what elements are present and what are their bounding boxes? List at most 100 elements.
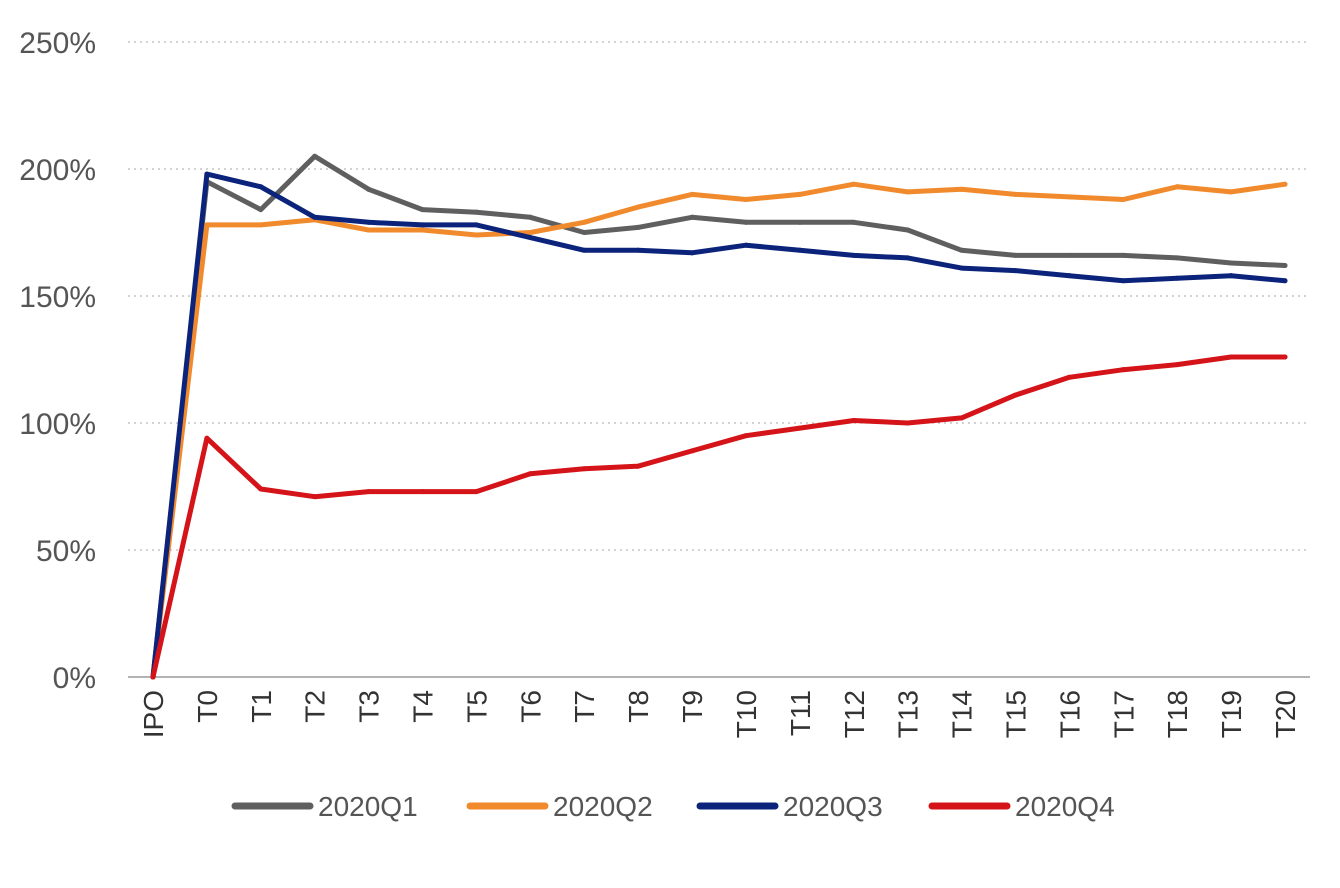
legend-label: 2020Q2	[553, 791, 653, 822]
x-tick-label: T12	[839, 690, 870, 738]
data-point	[473, 222, 479, 228]
data-point	[797, 219, 803, 225]
data-point	[1120, 278, 1126, 284]
legend-item: 2020Q2	[466, 791, 653, 822]
data-point	[1282, 278, 1288, 284]
data-point	[689, 250, 695, 256]
data-point	[527, 230, 533, 235]
data-point	[581, 230, 587, 235]
data-point	[204, 222, 210, 228]
data-point	[420, 227, 426, 233]
series-line-2020q3	[150, 171, 1288, 680]
data-point	[1228, 273, 1234, 279]
x-tick-label: T3	[354, 690, 385, 723]
data-point	[905, 420, 911, 426]
x-tick-label: T1	[246, 690, 277, 723]
data-point	[1066, 273, 1072, 279]
data-point	[1120, 367, 1126, 373]
series-line-2020q2	[150, 181, 1288, 680]
data-point	[743, 433, 749, 439]
data-point	[959, 247, 965, 253]
data-point	[635, 463, 641, 469]
data-point	[851, 181, 857, 187]
data-point	[258, 207, 264, 213]
data-point	[258, 486, 264, 492]
legend-label: 2020Q4	[1015, 791, 1115, 822]
y-tick-label: 250%	[19, 27, 96, 60]
x-tick-label: T13	[893, 690, 924, 738]
y-tick-label: 50%	[36, 535, 96, 568]
data-point	[366, 219, 372, 225]
gridlines	[128, 41, 1310, 678]
data-point	[1066, 252, 1072, 258]
data-point	[959, 415, 965, 421]
data-point	[527, 214, 533, 220]
legend-item: 2020Q4	[928, 791, 1115, 822]
data-point	[1228, 189, 1234, 195]
x-tick-label: T14	[947, 690, 978, 738]
x-tick-label: T6	[515, 690, 546, 723]
data-point	[1282, 263, 1288, 269]
y-tick-label: 200%	[19, 154, 96, 187]
data-point	[1012, 392, 1018, 398]
data-point	[905, 189, 911, 195]
data-point	[366, 489, 372, 495]
data-point	[1174, 275, 1180, 281]
data-point	[1282, 181, 1288, 187]
data-point	[312, 153, 318, 159]
data-point	[1228, 260, 1234, 266]
data-point	[743, 219, 749, 225]
data-point	[150, 674, 156, 680]
data-point	[527, 235, 533, 241]
data-point	[689, 214, 695, 220]
data-point	[473, 489, 479, 495]
data-point	[366, 186, 372, 192]
data-point	[1012, 252, 1018, 258]
legend-item: 2020Q3	[696, 791, 883, 822]
data-point	[905, 227, 911, 233]
data-point	[420, 222, 426, 228]
x-tick-label: T7	[569, 690, 600, 723]
legend-label: 2020Q3	[783, 791, 883, 822]
data-point	[1174, 362, 1180, 368]
data-point	[689, 191, 695, 197]
series-line-2020q1	[150, 153, 1288, 680]
data-point	[851, 219, 857, 225]
x-axis-ticks: IPO T0 T1 T2 T3 T4 T5 T6 T7 T8 T9 T10 T11 T12 T13 T14 T1…	[138, 690, 1301, 738]
data-point	[689, 448, 695, 454]
x-tick-label: T8	[623, 690, 654, 723]
legend-item: 2020Q1	[231, 791, 418, 822]
data-point	[366, 227, 372, 233]
data-point	[420, 207, 426, 213]
data-point	[581, 466, 587, 472]
data-point	[1120, 252, 1126, 258]
x-tick-label: T11	[785, 690, 816, 736]
data-point	[797, 247, 803, 253]
series-line-2020q4	[150, 354, 1288, 680]
data-point	[1174, 255, 1180, 261]
legend-label: 2020Q1	[318, 791, 418, 822]
data-point	[851, 417, 857, 423]
x-tick-label: T4	[408, 690, 439, 723]
x-tick-label: T16	[1054, 690, 1085, 738]
data-point	[312, 494, 318, 500]
data-point	[1066, 374, 1072, 380]
x-tick-label: T17	[1108, 690, 1139, 738]
data-point	[204, 435, 210, 441]
data-point	[473, 232, 479, 238]
data-point	[1012, 268, 1018, 274]
data-point	[420, 489, 426, 495]
data-point	[797, 425, 803, 431]
data-point	[905, 255, 911, 261]
data-point	[581, 219, 587, 225]
data-point	[1282, 354, 1288, 360]
data-point	[1066, 194, 1072, 200]
data-point	[959, 265, 965, 271]
data-point	[312, 214, 318, 220]
data-point	[258, 222, 264, 228]
x-tick-label: T9	[677, 690, 708, 723]
data-point	[851, 252, 857, 258]
series-lines	[150, 153, 1288, 680]
y-tick-label: 100%	[19, 408, 96, 441]
